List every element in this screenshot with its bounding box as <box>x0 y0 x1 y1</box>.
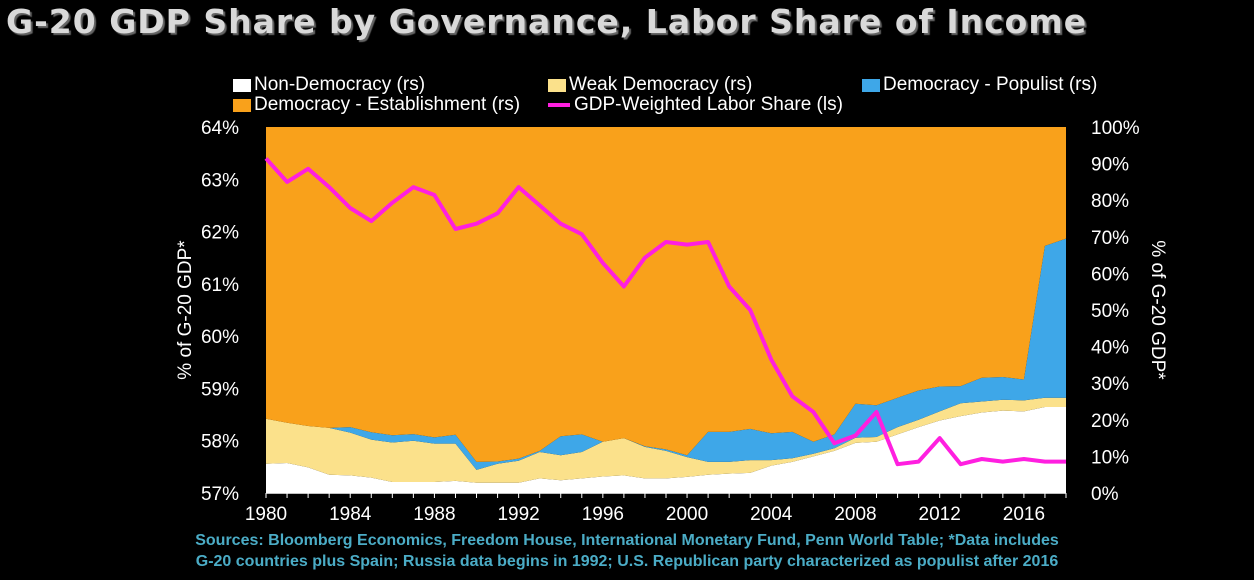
left-tick-label: 64% <box>201 118 239 139</box>
legend-label-labor-share: GDP-Weighted Labor Share (ls) <box>574 94 843 115</box>
left-tick-label: 58% <box>201 432 239 453</box>
left-axis-title: % of G-20 GDP* <box>175 240 196 380</box>
x-tick-label: 1988 <box>413 504 455 525</box>
line-layer <box>264 157 1066 467</box>
area-democracy-populist-rs <box>266 238 1066 470</box>
left-tick-label: 57% <box>201 484 239 505</box>
legend-item-democracy-populist: Democracy - Populist (rs) <box>862 74 1097 96</box>
legend-label-weak-democracy: Weak Democracy (rs) <box>569 74 753 95</box>
area-non-democracy-rs <box>266 407 1066 493</box>
right-tick-label: 30% <box>1091 374 1129 395</box>
legend-swatch-non-democracy <box>233 78 251 92</box>
left-tick-label: 63% <box>201 170 239 191</box>
legend-item-democracy-establishment: Democracy - Establishment (rs) <box>233 94 520 116</box>
chart-title: G-20 GDP Share by Governance, Labor Shar… <box>6 2 1088 41</box>
right-tick-label: 60% <box>1091 264 1129 285</box>
source-note: Sources: Bloomberg Economics, Freedom Ho… <box>0 530 1254 572</box>
legend-swatch-weak-democracy <box>548 78 566 92</box>
right-tick-label: 100% <box>1091 118 1140 139</box>
legend-label-democracy-populist: Democracy - Populist (rs) <box>883 74 1098 95</box>
right-tick-label: 50% <box>1091 301 1129 322</box>
right-tick-label: 90% <box>1091 155 1129 176</box>
right-tick-label: 80% <box>1091 191 1129 212</box>
line-labor-share <box>264 157 1066 467</box>
right-tick-label: 0% <box>1091 484 1119 505</box>
source-line-2: G-20 countries plus Spain; Russia data b… <box>195 553 1059 570</box>
left-tick-label: 61% <box>201 275 239 296</box>
x-tick-label: 2008 <box>834 504 876 525</box>
x-tick-label: 1980 <box>245 504 287 525</box>
legend-swatch-democracy-populist <box>862 78 880 92</box>
source-line-1: Sources: Bloomberg Economics, Freedom Ho… <box>195 532 1059 549</box>
left-tick-label: 60% <box>201 327 239 348</box>
right-axis-title: % of G-20 GDP* <box>1147 240 1168 380</box>
x-tick-label: 1992 <box>497 504 539 525</box>
right-tick-label: 20% <box>1091 411 1129 432</box>
axes-layer: 1980 1984 1988 1992 1996 2000 2004 2008 2012 2016… <box>201 118 1140 525</box>
x-tick-label: 1984 <box>329 504 372 525</box>
x-tick-label: 1996 <box>582 504 624 525</box>
legend-swatch-labor-share <box>548 103 570 107</box>
legend-item-non-democracy: Non-Democracy (rs) <box>233 74 425 96</box>
x-tick-label: 2012 <box>919 504 961 525</box>
legend-item-weak-democracy: Weak Democracy (rs) <box>548 74 752 96</box>
left-tick-label: 62% <box>201 223 239 244</box>
right-tick-label: 70% <box>1091 228 1129 249</box>
legend-label-democracy-establishment: Democracy - Establishment (rs) <box>254 94 521 115</box>
legend-item-labor-share: GDP-Weighted Labor Share (ls) <box>548 94 843 116</box>
legend-swatch-democracy-establishment <box>233 98 251 112</box>
x-tick-label: 2016 <box>1003 504 1045 525</box>
area-democracy-establishment-rs <box>266 127 1066 462</box>
x-tick-label: 2000 <box>666 504 708 525</box>
left-tick-label: 59% <box>201 379 239 400</box>
right-tick-label: 10% <box>1091 447 1129 468</box>
area-layers <box>266 127 1066 493</box>
x-tick-label: 2004 <box>750 504 793 525</box>
legend-label-non-democracy: Non-Democracy (rs) <box>254 74 426 95</box>
right-tick-label: 40% <box>1091 338 1129 359</box>
area-weak-democracy-rs <box>266 397 1066 483</box>
